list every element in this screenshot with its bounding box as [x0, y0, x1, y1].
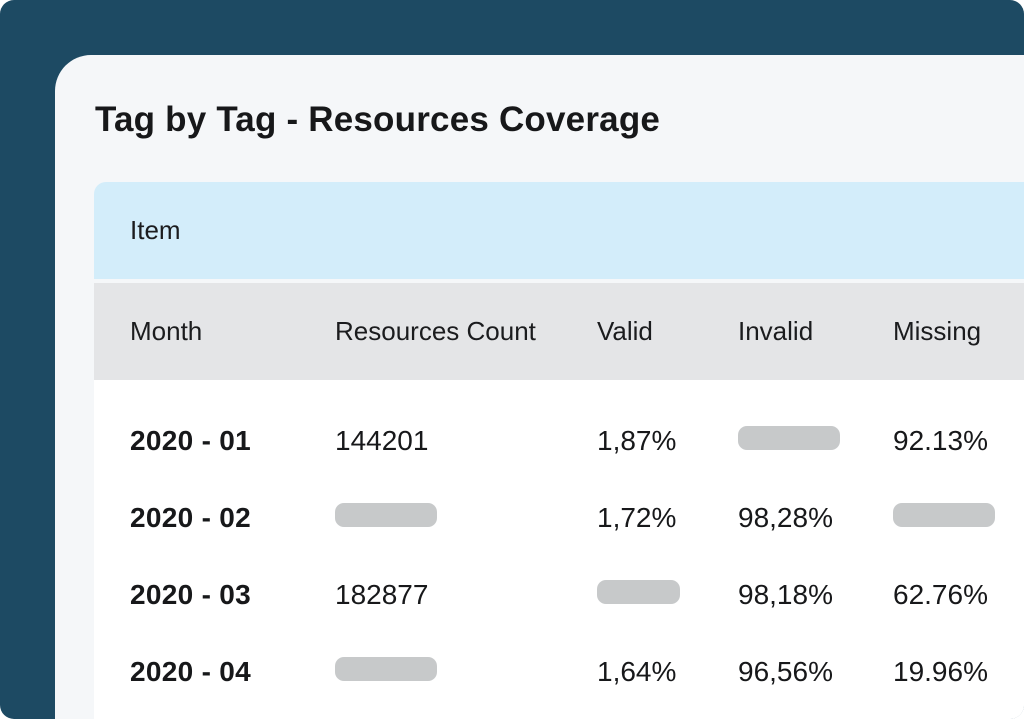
cell-resources-count: 182877 — [335, 578, 429, 610]
table-group-header-row: Item — [94, 182, 1024, 279]
cell-missing — [893, 502, 1024, 534]
report-card: Tag by Tag - Resources Coverage Item Mon… — [55, 55, 1024, 719]
loading-placeholder-bar — [738, 425, 840, 450]
cell-valid — [597, 579, 738, 611]
cell-invalid: 98,28% — [738, 501, 833, 533]
table-header-row: Month Resources Count Valid Invalid Miss… — [94, 283, 1024, 380]
cell-missing: 62.76% — [893, 578, 988, 610]
cell-missing: 19.96% — [893, 655, 988, 687]
page-title: Tag by Tag - Resources Coverage — [95, 100, 661, 139]
cell-month: 2020 - 04 — [130, 655, 252, 687]
coverage-table: Item Month Resources Count Valid Invalid… — [94, 182, 1024, 719]
cell-invalid: 96,56% — [738, 655, 833, 687]
column-header-invalid: Invalid — [738, 316, 814, 346]
loading-placeholder-bar — [335, 656, 437, 681]
cell-missing: 92.13% — [893, 424, 988, 456]
table-row: 2020 - 04 1,64% 96,56% 19.96% — [94, 633, 1024, 710]
table-row: 2020 - 02 1,72% 98,28% — [94, 479, 1024, 556]
cell-resources-count — [335, 656, 597, 688]
cell-invalid: 98,18% — [738, 578, 833, 610]
column-header-missing: Missing — [893, 316, 982, 346]
cell-resources-count — [335, 502, 597, 534]
column-header-resources-count: Resources Count — [335, 316, 536, 346]
cell-valid: 1,64% — [597, 655, 677, 687]
table-row: 2020 - 03 182877 98,18% 62.76% — [94, 556, 1024, 633]
table-row: 2020 - 01 144201 1,87% 92.13% — [94, 402, 1024, 479]
cell-resources-count: 144201 — [335, 424, 429, 456]
column-header-month: Month — [130, 316, 203, 346]
cell-valid: 1,72% — [597, 501, 677, 533]
cell-invalid — [738, 425, 893, 457]
cell-valid: 1,87% — [597, 424, 677, 456]
loading-placeholder-bar — [597, 579, 680, 604]
group-header-label: Item — [130, 215, 181, 245]
table-body: 2020 - 01 144201 1,87% 92.13% 2020 - 02 … — [94, 380, 1024, 719]
loading-placeholder-bar — [335, 502, 437, 527]
loading-placeholder-bar — [893, 502, 995, 527]
cell-month: 2020 - 03 — [130, 578, 252, 610]
cell-month: 2020 - 02 — [130, 501, 252, 533]
column-header-valid: Valid — [597, 316, 653, 346]
cell-month: 2020 - 01 — [130, 424, 252, 456]
